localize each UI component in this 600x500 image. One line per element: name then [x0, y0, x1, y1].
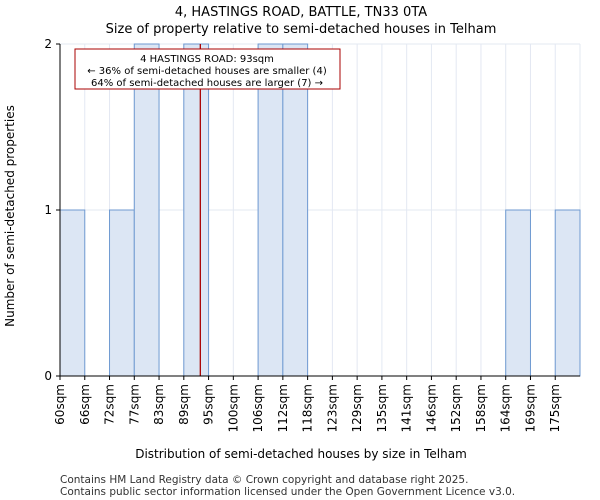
y-axis-label: Number of semi-detached properties [3, 105, 17, 327]
annotation-rect [74, 48, 341, 90]
x-tick-label: 152sqm [449, 384, 463, 432]
x-tick-label: 72sqm [103, 384, 117, 425]
x-tick-label: 112sqm [276, 384, 290, 432]
bar [133, 43, 160, 377]
x-tick-label: 60sqm [53, 384, 67, 425]
bar [505, 209, 531, 377]
bar [183, 43, 210, 377]
y-tick-label: 0 [44, 369, 52, 383]
chart-subtitle: Size of property relative to semi-detach… [106, 22, 497, 37]
x-tick-label: 175sqm [548, 384, 562, 432]
x-tick-label: 164sqm [499, 384, 513, 432]
x-tick-label: 95sqm [202, 384, 216, 425]
annotation-line-2: ← 36% of semi-detached houses are smalle… [87, 66, 327, 77]
x-tick-label: 100sqm [226, 384, 240, 432]
y-tick-label: 1 [44, 203, 52, 217]
x-axis-label: Distribution of semi-detached houses by … [135, 447, 467, 461]
chart-title: 4, HASTINGS ROAD, BATTLE, TN33 0TA [175, 5, 427, 20]
x-tick-label: 77sqm [127, 384, 141, 425]
x-tick-label: 135sqm [375, 384, 389, 432]
bar [109, 209, 135, 377]
bar [282, 43, 309, 377]
x-tick-label: 66sqm [78, 384, 92, 425]
x-tick-label: 129sqm [350, 384, 364, 432]
footer-line-2: Contains public sector information licen… [60, 486, 515, 498]
annotation-box: 4 HASTINGS ROAD: 93sqm ← 36% of semi-det… [74, 48, 341, 90]
x-tick-label: 89sqm [177, 384, 191, 425]
x-tick-label: 83sqm [152, 384, 166, 425]
bar [59, 209, 86, 377]
x-tick-label: 169sqm [523, 384, 537, 432]
x-tick-label: 123sqm [325, 384, 339, 432]
x-tick-label: 106sqm [251, 384, 265, 432]
x-tick-label: 158sqm [474, 384, 488, 432]
x-tick-label: 118sqm [301, 384, 315, 432]
annotation-line-1: 4 HASTINGS ROAD: 93sqm [140, 54, 274, 65]
x-tick-label: 146sqm [424, 384, 438, 432]
footer-line-1: Contains HM Land Registry data © Crown c… [60, 474, 468, 486]
bar [257, 43, 284, 377]
bar [554, 209, 581, 377]
axes: 0 1 2 60sqm 66sqm 72sqm 77sqm 83sqm 89sqm 95sqm 10… [44, 37, 580, 432]
x-tick-label: 141sqm [400, 384, 414, 432]
annotation-line-3: 64% of semi-detached houses are larger (… [91, 78, 323, 89]
y-tick-label: 2 [44, 37, 52, 51]
